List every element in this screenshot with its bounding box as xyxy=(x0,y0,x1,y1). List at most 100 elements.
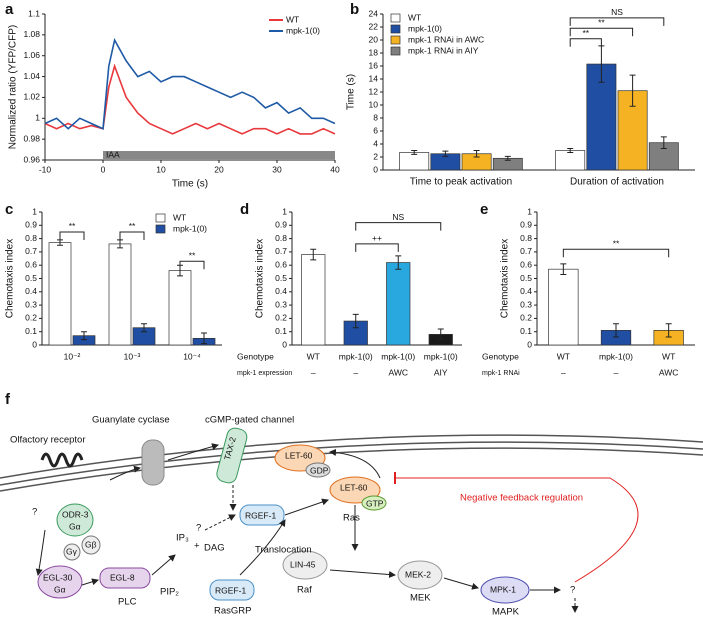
chart: d 0 0.1 0.2 0.3 0.4 0.5 0.6 0.7 0.8 0.9 1 Chemotaxis… xyxy=(237,201,462,377)
x-tick-label: Time to peak activation xyxy=(410,177,512,188)
bar xyxy=(48,242,72,346)
y-tick-label: 0.5 xyxy=(520,273,532,283)
significance-bracket xyxy=(59,231,85,240)
node-label: GTP xyxy=(366,498,384,508)
node-label: Negative feedback regulation xyxy=(460,493,583,504)
y-tick-label: 0.3 xyxy=(520,299,532,309)
y-tick-label: 0 xyxy=(527,339,532,349)
x-tick-label: WT xyxy=(662,351,675,361)
y-axis-title: Chemotaxis index xyxy=(500,239,511,318)
legend-swatch xyxy=(390,35,401,45)
x-tick-label: mpk-1(0) xyxy=(339,351,373,361)
node-label: DAG xyxy=(204,543,225,554)
series-line xyxy=(44,37,336,130)
node-label: MPK-1 xyxy=(490,584,516,594)
node-label: Raf xyxy=(297,585,312,596)
error-bar xyxy=(660,136,667,150)
x-tick-label: mpk-1(0) xyxy=(599,351,633,361)
y-tick-label: 0.3 xyxy=(25,299,37,309)
node-label: LET-60 xyxy=(285,450,313,460)
x-tick-label: Duration of activation xyxy=(570,177,664,188)
error-bar xyxy=(629,74,636,107)
y-tick-label: 18 xyxy=(369,47,379,57)
y-tick-label: 12 xyxy=(369,86,379,96)
series-line xyxy=(44,63,336,135)
error-bar xyxy=(560,263,567,276)
node-label: RasGRP xyxy=(214,606,251,617)
panel-label: f xyxy=(5,391,11,408)
node-label: EGL-30 xyxy=(43,572,73,582)
panel-label: e xyxy=(480,201,488,218)
error-bar xyxy=(473,150,480,158)
y-axis-title: Normalized ratio (YFP/CFP) xyxy=(8,25,19,149)
chart: e 0 0.1 0.2 0.3 0.4 0.5 0.6 0.7 0.8 0.9 1 Chemotaxis… xyxy=(480,201,695,377)
annotation: ** xyxy=(129,221,136,231)
y-tick-label: 20 xyxy=(369,34,379,44)
legend-label: mpk-1 RNAi in AWC xyxy=(408,34,484,44)
node-label: RGEF-1 xyxy=(215,585,246,595)
row-cell: – xyxy=(614,367,619,377)
chart: c 0 0.1 0.2 0.3 0.4 0.5 0.6 0.7 0.8 0.9 1 Chemotaxis… xyxy=(5,201,222,361)
node-label: Ras xyxy=(343,513,360,524)
y-tick-label: 14 xyxy=(369,73,379,83)
annotation: ** xyxy=(69,221,76,231)
row-cell: – xyxy=(561,367,566,377)
node-label: Gβ xyxy=(85,539,97,549)
annotation: ** xyxy=(613,238,620,248)
y-tick-label: 0.9 xyxy=(275,220,287,230)
y-axis-title: Time (s) xyxy=(346,74,357,110)
x-tick-label: mpk-1(0) xyxy=(424,351,458,361)
annotation: ++ xyxy=(372,233,382,243)
node-label: LIN-45 xyxy=(290,559,316,569)
y-tick-label: 0.7 xyxy=(520,246,532,256)
significance-bracket xyxy=(179,260,205,270)
node-label: MAPK xyxy=(492,607,520,618)
legend-label: mpk-1(0) xyxy=(286,25,320,35)
y-tick-label: 0.6 xyxy=(25,259,37,269)
y-tick-label: 0.7 xyxy=(25,246,37,256)
row-cell: – xyxy=(353,367,358,377)
significance-bracket xyxy=(355,222,442,231)
y-tick-label: 1.06 xyxy=(23,50,40,60)
x-tick-label: 10⁻² xyxy=(64,351,81,361)
y-tick-label: 1.04 xyxy=(23,71,40,81)
x-tick-label: 10⁻³ xyxy=(124,351,141,361)
x-tick-label: 40 xyxy=(330,164,340,174)
legend-swatch xyxy=(155,224,166,234)
y-tick-label: 2 xyxy=(373,151,378,161)
error-bar xyxy=(395,255,402,270)
annotation: ** xyxy=(189,250,196,260)
node-label: + xyxy=(194,541,200,552)
error-bar xyxy=(81,331,87,341)
node-label: ? xyxy=(570,585,575,596)
y-tick-label: 10 xyxy=(369,99,379,109)
y-tick-label: 0.1 xyxy=(25,326,37,336)
error-bar xyxy=(201,332,207,345)
y-tick-label: 0 xyxy=(282,339,287,349)
y-tick-label: 1.1 xyxy=(28,8,40,18)
node-label: Gα xyxy=(69,521,81,531)
y-tick-label: 22 xyxy=(369,21,379,31)
annotation: ** xyxy=(582,28,589,38)
y-tick-label: 1 xyxy=(527,206,532,216)
stimulus-bar xyxy=(103,151,335,159)
y-tick-label: 0 xyxy=(32,339,37,349)
error-bar xyxy=(665,323,672,338)
legend-label: WT xyxy=(173,212,186,222)
x-tick-label: WT xyxy=(557,351,570,361)
row-cell: AIY xyxy=(434,367,448,377)
y-tick-label: 0.8 xyxy=(520,233,532,243)
x-tick-label: 30 xyxy=(272,164,282,174)
node-label: IP₃ xyxy=(176,533,189,544)
row-cell: AWC xyxy=(388,367,408,377)
y-tick-label: 1 xyxy=(282,206,287,216)
annotation: ** xyxy=(598,18,605,28)
bar xyxy=(548,268,579,346)
node-label: cGMP-gated channel xyxy=(205,415,294,426)
y-tick-label: 0.98 xyxy=(23,133,40,143)
error-bar xyxy=(437,328,444,341)
node-label: ? xyxy=(196,523,201,534)
y-tick-label: 0.1 xyxy=(275,326,287,336)
error-bar xyxy=(504,155,511,161)
